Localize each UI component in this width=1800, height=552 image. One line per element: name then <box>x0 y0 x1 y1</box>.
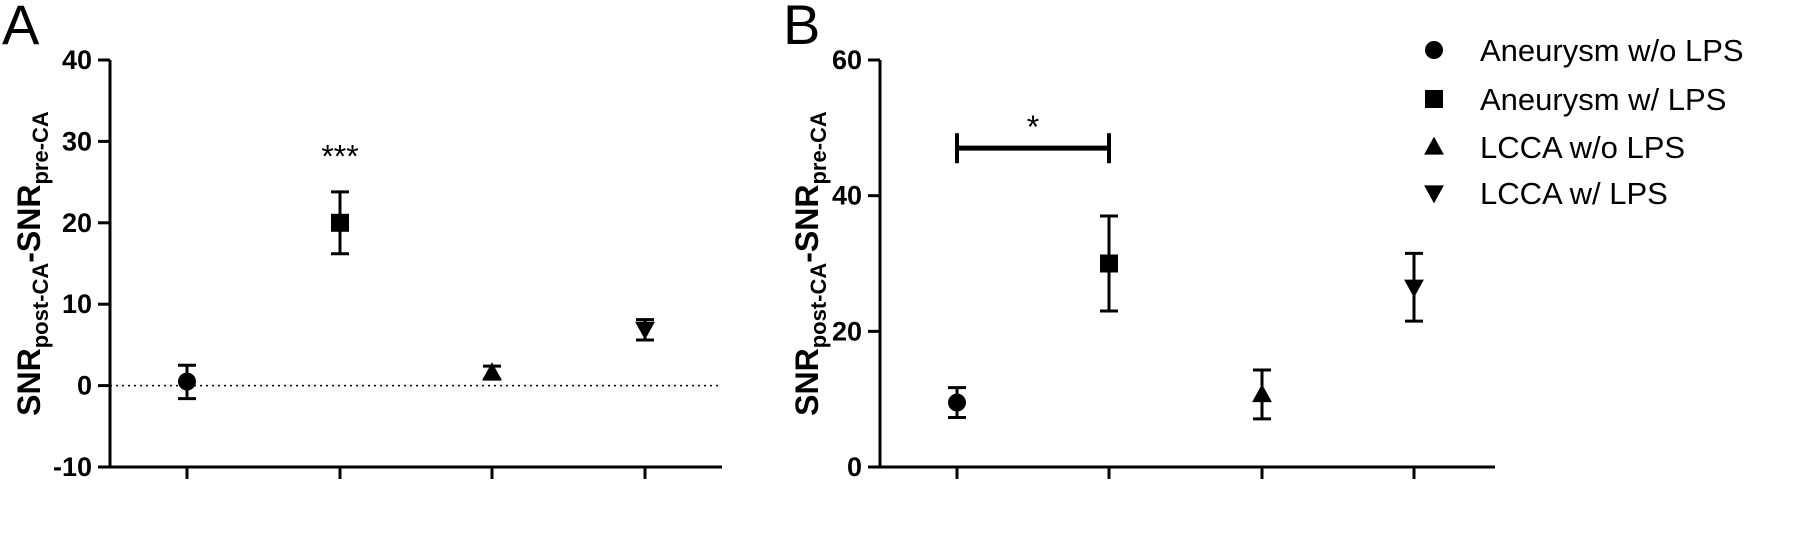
legend-marker-triangle-up <box>1424 136 1444 155</box>
marker-circle <box>948 393 966 412</box>
marker-triangle-down <box>1404 279 1424 298</box>
y-tick-label: 40 <box>62 45 92 75</box>
y-tick-label: 60 <box>832 45 862 75</box>
significance-annotation: *** <box>321 139 358 175</box>
y-tick-label: -10 <box>53 452 92 482</box>
data-point-aneurysm-w-o-lps <box>948 386 966 419</box>
panel-b-letter: B <box>783 0 820 56</box>
marker-square <box>331 213 349 232</box>
legend-item-aneurysm-w-o-lps: Aneurysm w/o LPS <box>1425 33 1744 68</box>
marker-square <box>1100 254 1118 273</box>
marker-triangle-down <box>635 321 655 340</box>
significance-bracket: * <box>955 109 1111 164</box>
significance-label: * <box>1027 109 1039 145</box>
legend: Aneurysm w/o LPS Aneurysm w/ LPS LCCA w/o … <box>1424 33 1744 211</box>
legend-marker-triangle-down <box>1424 185 1444 204</box>
panel-a-chart: A -10 0 10 20 30 40 SNRpost-CA-SNRpre-CA *** <box>2 0 722 482</box>
data-point-aneurysm-w-lps <box>331 190 349 256</box>
data-point-aneurysm-w-o-lps <box>178 363 196 401</box>
y-tick-label: 0 <box>77 371 92 401</box>
data-point-lcca-w-o-lps <box>482 362 502 381</box>
legend-marker-square <box>1425 90 1443 108</box>
legend-marker-circle <box>1425 41 1443 59</box>
y-tick-label: 0 <box>847 452 862 482</box>
y-axis-label: SNRpost-CA-SNRpre-CA <box>789 111 831 416</box>
y-tick-label: 30 <box>62 126 92 156</box>
marker-triangle-up <box>482 362 502 381</box>
legend-item-lcca-w-o-lps: LCCA w/o LPS <box>1424 130 1685 165</box>
y-axis-label: SNRpost-CA-SNRpre-CA <box>11 111 53 416</box>
marker-circle <box>178 372 196 391</box>
y-tick-label: 10 <box>62 289 92 319</box>
y-tick-label: 40 <box>832 181 862 211</box>
panel-a-letter: A <box>2 0 40 56</box>
y-tick-label: 20 <box>62 208 92 238</box>
data-point-lcca-w-lps <box>1404 251 1424 323</box>
data-point-aneurysm-w-lps <box>1100 214 1118 313</box>
legend-item-lcca-w-lps: LCCA w/ LPS <box>1424 176 1668 211</box>
legend-label: LCCA w/o LPS <box>1480 130 1685 165</box>
legend-item-aneurysm-w-lps: Aneurysm w/ LPS <box>1425 82 1726 117</box>
marker-triangle-up <box>1252 384 1272 403</box>
legend-label: Aneurysm w/o LPS <box>1480 33 1744 68</box>
legend-label: LCCA w/ LPS <box>1480 176 1668 211</box>
data-point-lcca-w-o-lps <box>1252 368 1272 421</box>
y-tick-label: 20 <box>832 316 862 346</box>
data-point-lcca-w-lps <box>635 318 655 342</box>
panel-b-chart: B 0 20 40 60 SNRpost-CA-SNRpre-CA * Aneurysm w/… <box>783 0 1744 482</box>
legend-label: Aneurysm w/ LPS <box>1480 82 1726 117</box>
